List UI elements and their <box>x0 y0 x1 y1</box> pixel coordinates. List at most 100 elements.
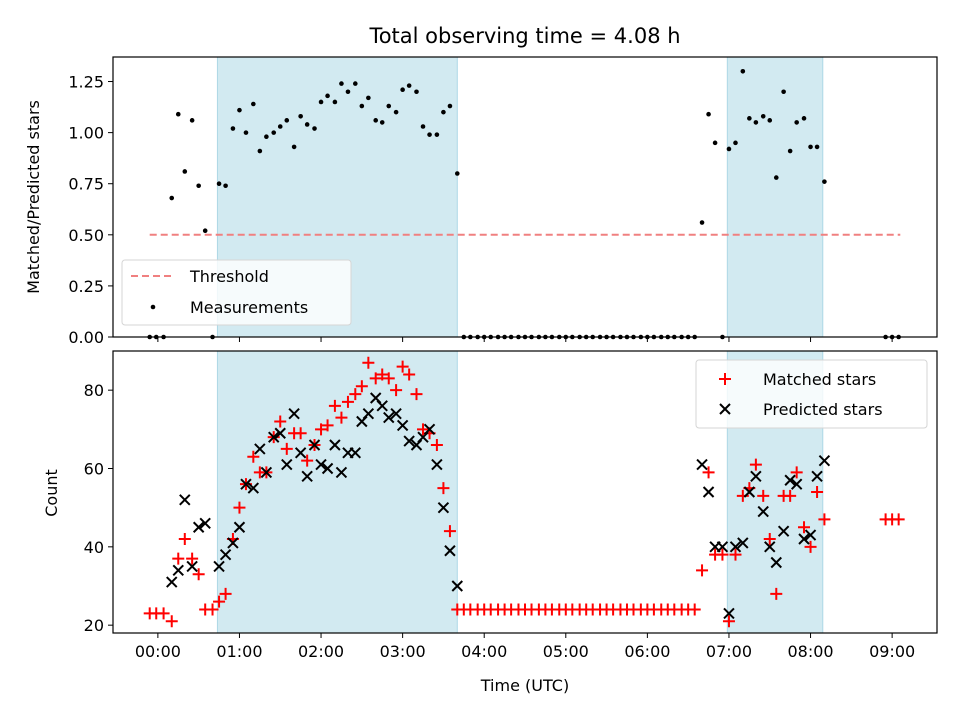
data-point <box>284 118 290 123</box>
data-point <box>706 111 711 117</box>
data-point <box>390 407 402 420</box>
data-point <box>737 537 749 549</box>
axes-frame <box>112 56 938 338</box>
data-point <box>329 439 341 451</box>
data-point <box>349 447 362 459</box>
data-point <box>179 494 191 506</box>
data-point <box>770 587 783 600</box>
data-point <box>770 556 782 569</box>
data-point <box>165 615 178 628</box>
data-point <box>294 427 307 440</box>
x-tick-label: 09:00 <box>869 642 915 661</box>
x-tick-label: 06:00 <box>624 642 670 661</box>
data-point <box>169 195 175 201</box>
data-point <box>353 81 358 86</box>
legend-measurements-label: Measurements <box>190 298 308 317</box>
data-point <box>206 603 219 616</box>
data-point <box>379 120 385 125</box>
data-point <box>230 126 236 131</box>
data-point <box>182 169 188 174</box>
data-point <box>247 482 260 494</box>
data-point <box>233 521 246 533</box>
data-point <box>781 89 786 95</box>
data-point <box>312 126 317 131</box>
data-point <box>247 450 260 463</box>
data-point <box>315 423 328 436</box>
data-point <box>335 411 348 424</box>
data-point <box>764 541 776 553</box>
data-point <box>325 93 330 99</box>
legend-measurements-swatch <box>150 304 156 310</box>
data-point <box>240 478 252 490</box>
bottom-legend-box <box>695 359 928 429</box>
y-tick-label: 60 <box>84 460 104 479</box>
data-point <box>712 140 718 146</box>
data-point <box>175 111 181 117</box>
data-point <box>349 388 362 401</box>
data-point <box>281 458 293 471</box>
data-point <box>784 489 797 502</box>
data-point <box>443 525 456 538</box>
data-point <box>178 533 191 545</box>
data-point <box>288 407 300 420</box>
data-point <box>688 603 701 616</box>
data-point <box>376 368 389 381</box>
data-point <box>219 587 232 600</box>
top-y-axis-label: Matched/Predicted stars <box>24 100 43 294</box>
data-point <box>733 140 738 146</box>
shaded-interval-2 <box>726 56 824 338</box>
data-point <box>818 454 831 467</box>
data-point <box>804 529 817 541</box>
data-point <box>794 120 799 125</box>
data-point <box>396 419 409 432</box>
data-point <box>702 486 715 498</box>
data-point <box>362 407 375 420</box>
data-point <box>192 568 205 581</box>
data-point <box>237 107 242 113</box>
data-point <box>696 564 709 577</box>
data-point <box>280 442 293 455</box>
top-legend: Threshold Measurements <box>121 259 352 326</box>
data-point <box>251 101 256 107</box>
data-point <box>308 439 321 451</box>
data-point <box>219 548 232 561</box>
y-tick-label: 1.25 <box>68 73 104 92</box>
data-point <box>743 486 756 498</box>
legend-threshold-label: Threshold <box>189 267 269 286</box>
data-point <box>335 466 348 479</box>
data-point <box>321 419 334 432</box>
data-point <box>403 368 416 381</box>
y-tick-label: 1.00 <box>68 124 104 143</box>
data-point <box>892 513 905 526</box>
data-point <box>804 540 817 553</box>
data-point <box>268 431 280 443</box>
data-point <box>390 384 403 397</box>
data-point <box>814 144 820 150</box>
bottom-y-axis-label: Count <box>42 469 61 517</box>
data-point <box>414 89 419 95</box>
data-point <box>431 458 443 471</box>
x-tick-label: 07:00 <box>706 642 752 661</box>
y-tick-label: 40 <box>84 538 104 557</box>
data-point <box>301 454 314 467</box>
data-point <box>186 560 198 573</box>
data-point <box>437 501 450 514</box>
data-point <box>396 360 409 373</box>
data-point <box>366 95 371 101</box>
data-point <box>696 458 708 471</box>
data-point <box>400 87 405 93</box>
y-tick-label: 0.50 <box>68 226 104 245</box>
data-point <box>254 443 266 455</box>
data-point <box>417 423 430 436</box>
data-point <box>423 423 436 436</box>
data-point <box>376 400 388 412</box>
data-point <box>315 458 327 471</box>
data-point <box>757 505 769 518</box>
data-point <box>801 116 807 121</box>
data-point <box>444 545 456 557</box>
data-point <box>722 615 735 628</box>
y-tick-label: 0.25 <box>68 277 104 296</box>
legend-predicted-label: Predicted stars <box>763 400 883 419</box>
data-point <box>822 179 827 184</box>
